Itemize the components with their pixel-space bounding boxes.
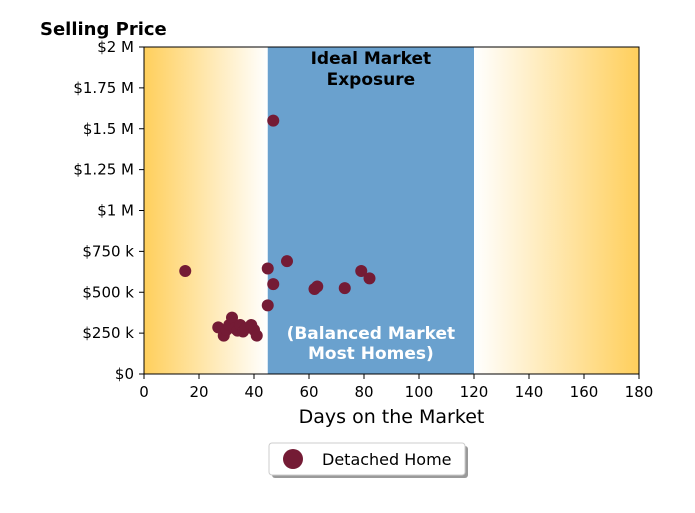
data-points [179, 114, 376, 342]
data-point [311, 280, 324, 293]
legend-label: Detached Home [322, 450, 452, 469]
x-tick-label: 60 [299, 383, 318, 401]
y-axis-title: Selling Price [40, 19, 167, 40]
data-point [261, 262, 274, 275]
ideal-market-band [267, 47, 474, 374]
x-tick-label: 40 [244, 383, 263, 401]
y-tick-label: $1.75 M [73, 79, 134, 97]
background-gradient-right [474, 47, 639, 374]
data-point [179, 264, 192, 277]
legend-marker [283, 449, 303, 469]
x-tick-label: 120 [460, 383, 489, 401]
annotation-balanced-market: (Balanced Market Most Homes) [287, 324, 456, 364]
y-tick-label: $1.5 M [83, 120, 134, 138]
data-point [226, 311, 238, 324]
x-axis-ticks: 0 20 40 60 80 100 120 140 160 180 [139, 374, 653, 401]
legend-box [268, 442, 466, 476]
x-tick-label: 0 [139, 383, 149, 401]
data-point [281, 255, 293, 268]
market-region [267, 47, 474, 374]
data-point [250, 329, 263, 342]
data-point [355, 264, 368, 277]
annotation-ideal-exposure: Ideal Market Exposure [311, 49, 432, 90]
y-tick-label: $500 k [82, 283, 134, 301]
y-tick-label: $1.25 M [73, 161, 134, 179]
legend: Detached Home [268, 442, 468, 478]
x-tick-label: 160 [570, 383, 599, 401]
background-gradient-left [144, 47, 268, 374]
x-tick-label: 20 [189, 383, 208, 401]
y-axis-ticks: $0 $250 k $500 k $750 k $1 M $1.25 M $1.5 M $1.… [73, 38, 144, 383]
y-tick-label: $250 k [82, 324, 134, 342]
plot-background [144, 47, 639, 374]
x-tick-label: 80 [354, 383, 373, 401]
y-tick-label: $750 k [82, 242, 134, 260]
annotations: Ideal Market Exposure (Balanced Market Most… [287, 49, 456, 364]
x-tick-label: 100 [405, 383, 434, 401]
data-point [338, 282, 351, 295]
data-point [267, 114, 280, 127]
x-axis-title: Days on the Market [299, 406, 485, 428]
y-tick-label: $2 M [97, 38, 134, 56]
y-tick-label: $0 [115, 365, 134, 383]
data-point [261, 299, 274, 312]
data-point [363, 272, 376, 285]
y-tick-label: $1 M [97, 202, 134, 220]
x-tick-label: 180 [625, 383, 654, 401]
x-tick-label: 140 [515, 383, 544, 401]
data-point [267, 278, 280, 291]
